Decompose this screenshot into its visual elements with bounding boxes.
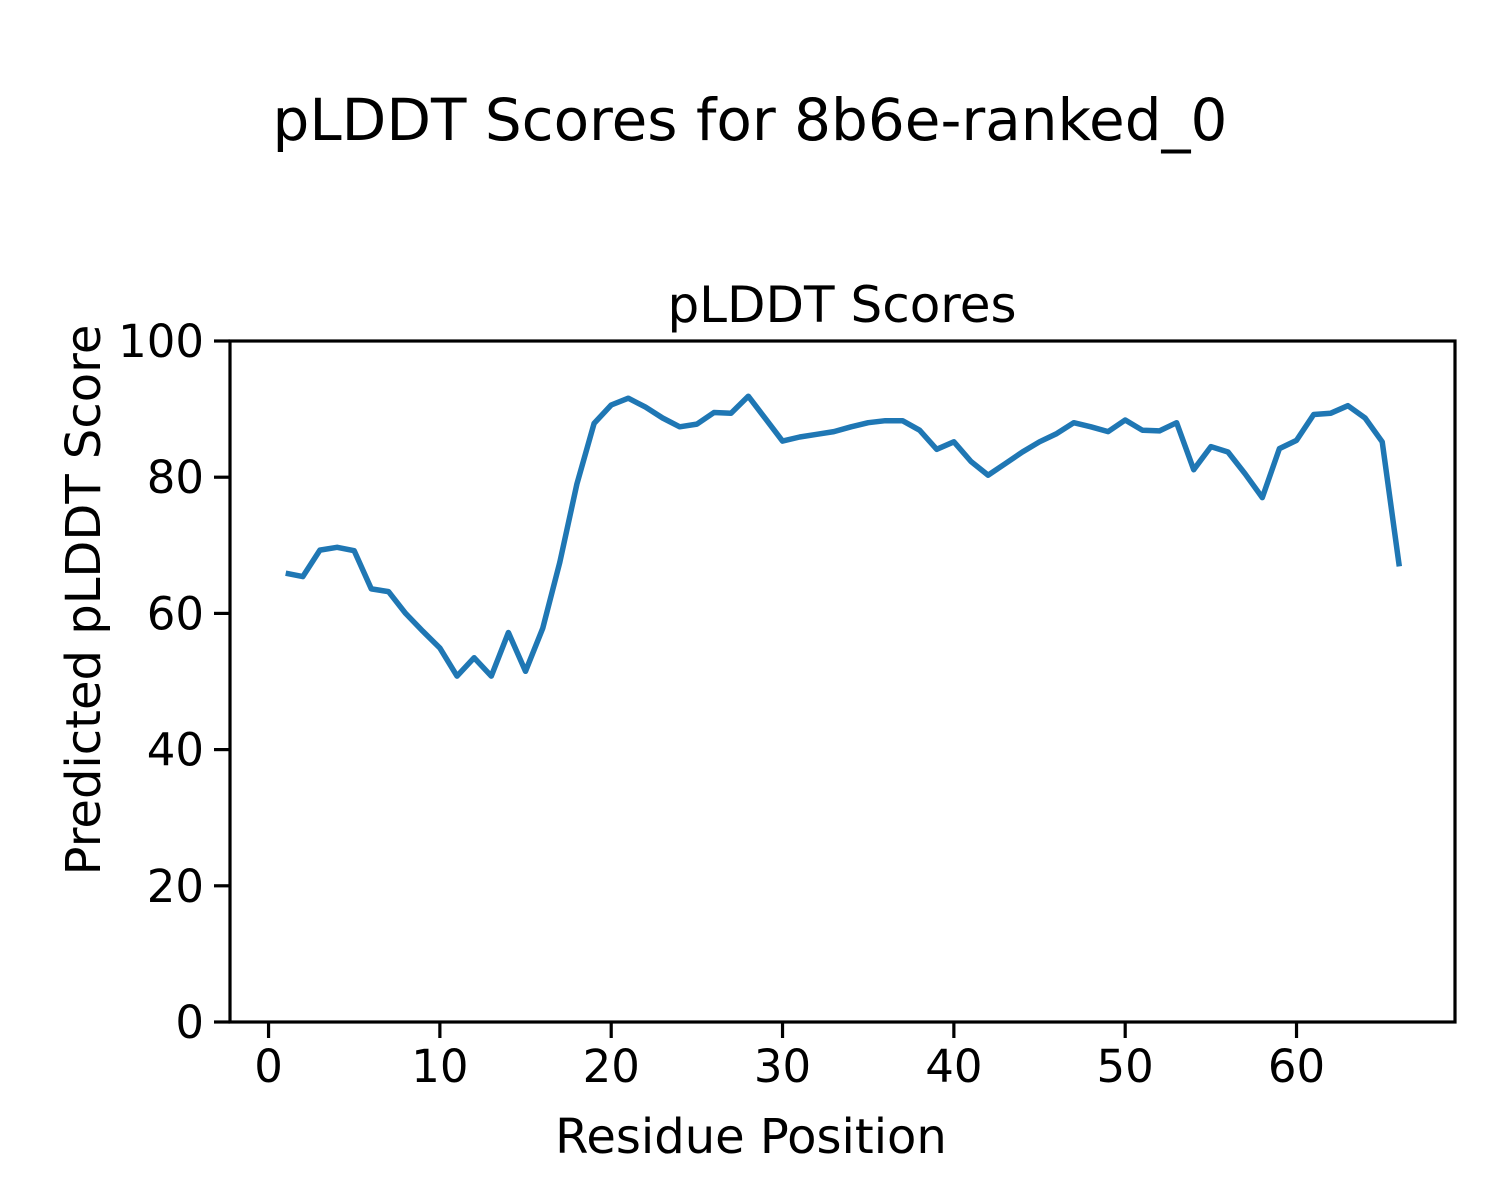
plddt-data-line (285, 393, 1403, 679)
y-tick-label: 60 (147, 587, 204, 640)
y-tick-label: 0 (175, 996, 204, 1049)
y-tick-label: 20 (147, 860, 204, 913)
x-tick-label: 40 (925, 1040, 982, 1093)
x-axis-label: Residue Position (555, 1109, 947, 1165)
x-tick-label: 60 (1268, 1040, 1325, 1093)
axes-title: pLDDT Scores (667, 276, 1016, 334)
y-tick-label: 40 (147, 724, 204, 777)
y-axis-label: Predicted pLDDT Score (56, 325, 112, 876)
y-tick-label: 100 (118, 315, 204, 368)
x-tick-label: 0 (254, 1040, 283, 1093)
axes-area: 0 10 20 30 40 50 60 0 20 40 60 80 100 (118, 315, 1457, 1093)
x-tick-label: 20 (583, 1040, 640, 1093)
figure-suptitle: pLDDT Scores for 8b6e-ranked_0 (273, 86, 1228, 154)
x-tick-label: 50 (1097, 1040, 1154, 1093)
y-tick-label: 80 (147, 451, 204, 504)
x-tick-label: 10 (411, 1040, 468, 1093)
axes-frame (228, 339, 1457, 1024)
x-tick-label: 30 (754, 1040, 811, 1093)
